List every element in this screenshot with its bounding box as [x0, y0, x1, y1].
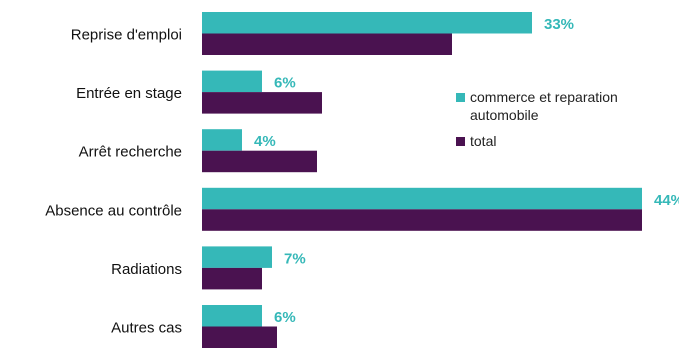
bar-commerce-reprise-d-emploi [202, 12, 532, 34]
data-label-entree-en-stage: 6% [274, 75, 296, 92]
bar-total-arret-recherche [202, 150, 317, 173]
category-label-radiations: Radiations [111, 261, 182, 278]
data-label-autres-cas: 6% [274, 309, 296, 326]
data-label-reprise-d-emploi: 33% [544, 16, 574, 33]
category-label-entree-en-stage: Entrée en stage [76, 85, 182, 102]
bar-total-reprise-d-emploi [202, 33, 452, 55]
legend-label-total: total [470, 133, 497, 149]
data-label-radiations: 7% [284, 250, 306, 267]
legend-label-commerce: commerce et reparation automobile [470, 89, 618, 123]
data-label-absence-au-controle: 44% [654, 192, 679, 209]
category-label-arret-recherche: Arrêt recherche [79, 144, 182, 161]
category-label-reprise-d-emploi: Reprise d'emploi [71, 27, 182, 44]
bar-total-autres-cas [202, 326, 277, 348]
bar-commerce-entree-en-stage [202, 70, 262, 93]
bar-total-entree-en-stage [202, 92, 322, 114]
category-label-autres-cas: Autres cas [111, 320, 182, 337]
legend: commerce et reparation automobile total [456, 88, 671, 158]
bar-total-absence-au-controle [202, 209, 642, 231]
legend-swatch-commerce [456, 93, 465, 102]
bar-commerce-arret-recherche [202, 129, 242, 151]
bar-commerce-absence-au-controle [202, 187, 642, 210]
bar-commerce-radiations [202, 246, 272, 268]
category-label-absence-au-controle: Absence au contrôle [45, 202, 182, 219]
legend-swatch-total [456, 137, 465, 146]
legend-item-total: total [456, 132, 671, 150]
legend-item-commerce: commerce et reparation automobile [456, 88, 671, 124]
bar-commerce-autres-cas [202, 305, 262, 327]
data-label-arret-recherche: 4% [254, 133, 276, 150]
bar-total-radiations [202, 267, 262, 290]
